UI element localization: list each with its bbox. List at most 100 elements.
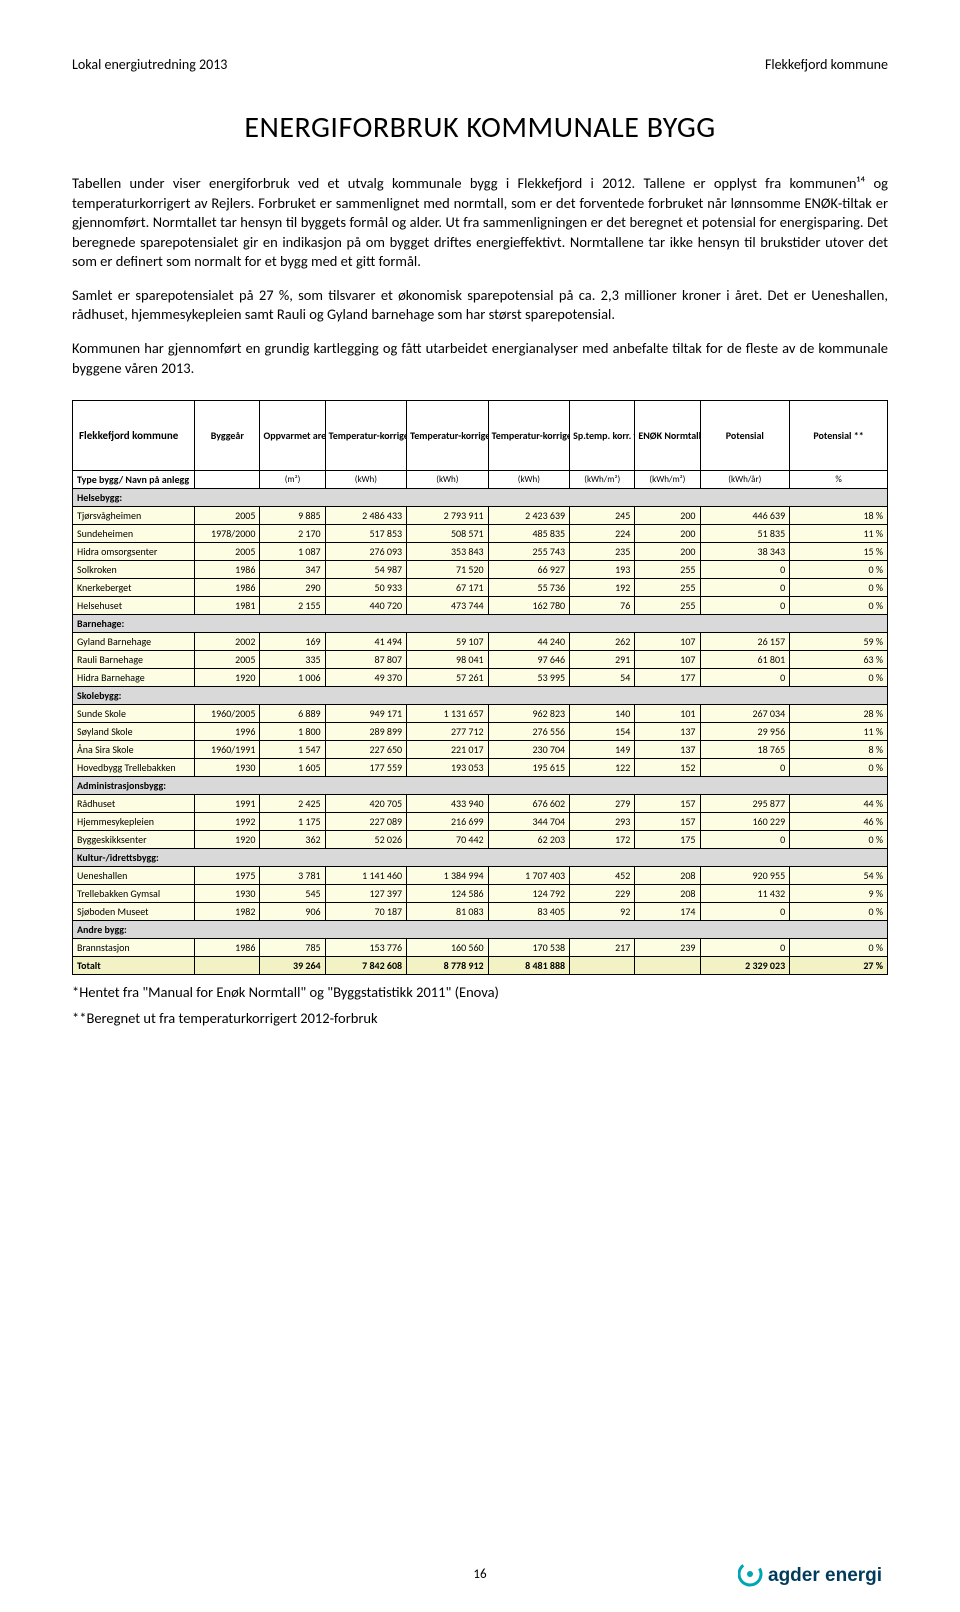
- section-label: Andre bygg:: [73, 921, 888, 939]
- table-cell: 177: [635, 669, 700, 687]
- table-cell: 157: [635, 795, 700, 813]
- table-cell: 140: [570, 705, 635, 723]
- table-cell: 54 987: [325, 561, 407, 579]
- table-cell: 0: [700, 939, 790, 957]
- table-cell: 1 547: [260, 741, 325, 759]
- table-cell: 0: [700, 831, 790, 849]
- table-row: Helsehuset19812 155440 720473 744162 780…: [73, 597, 888, 615]
- table-cell: 137: [635, 741, 700, 759]
- table-cell: 235: [570, 543, 635, 561]
- table-cell: 224: [570, 525, 635, 543]
- table-cell: 52 026: [325, 831, 407, 849]
- table-cell: 200: [635, 525, 700, 543]
- table-cell: 2 486 433: [325, 507, 407, 525]
- th-pot: Potensial: [700, 401, 790, 471]
- table-cell: 245: [570, 507, 635, 525]
- units-cell: (kWh): [325, 471, 407, 489]
- table-cell: 174: [635, 903, 700, 921]
- table-cell: 193 053: [407, 759, 489, 777]
- units-cell: (kWh/år): [700, 471, 790, 489]
- table-cell: 216 699: [407, 813, 489, 831]
- table-cell: 279: [570, 795, 635, 813]
- table-cell: 2 425: [260, 795, 325, 813]
- table-cell: 239: [635, 939, 700, 957]
- table-cell: 15 %: [790, 543, 888, 561]
- table-cell: 290: [260, 579, 325, 597]
- table-row: Hidra omsorgsenter20051 087276 093353 84…: [73, 543, 888, 561]
- table-cell: 255: [635, 561, 700, 579]
- table-cell: 107: [635, 633, 700, 651]
- section-row: Barnehage:: [73, 615, 888, 633]
- table-cell: 1 006: [260, 669, 325, 687]
- header-left: Lokal energiutredning 2013: [72, 56, 227, 73]
- table-row: Tjørsvågheimen20059 8852 486 4332 793 91…: [73, 507, 888, 525]
- table-cell: 26 157: [700, 633, 790, 651]
- table-cell: 255: [635, 579, 700, 597]
- table-cell: 18 765: [700, 741, 790, 759]
- table-cell: 1 384 994: [407, 867, 489, 885]
- table-cell: 157: [635, 813, 700, 831]
- table-cell: 18 %: [790, 507, 888, 525]
- table-cell: 1 087: [260, 543, 325, 561]
- table-cell: 2005: [195, 651, 260, 669]
- page-header: Lokal energiutredning 2013 Flekkefjord k…: [72, 56, 888, 73]
- table-cell: 3 781: [260, 867, 325, 885]
- table-cell: 0 %: [790, 597, 888, 615]
- table-cell: 170 538: [488, 939, 570, 957]
- table-cell: 200: [635, 507, 700, 525]
- table-cell: 2 793 911: [407, 507, 489, 525]
- table-cell: 57 261: [407, 669, 489, 687]
- table-cell: 50 933: [325, 579, 407, 597]
- table-cell: 177 559: [325, 759, 407, 777]
- table-cell: 785: [260, 939, 325, 957]
- total-cell: [635, 957, 700, 975]
- table-cell: 508 571: [407, 525, 489, 543]
- table-cell: 11 %: [790, 723, 888, 741]
- table-head-row: Flekkefjord kommune Byggeår Oppvarmet ar…: [73, 401, 888, 471]
- th-area: Oppvarmet areal: [260, 401, 325, 471]
- table-cell: 54: [570, 669, 635, 687]
- section-row: Andre bygg:: [73, 921, 888, 939]
- table-cell: 227 650: [325, 741, 407, 759]
- table-cell: 127 397: [325, 885, 407, 903]
- table-cell: 71 520: [407, 561, 489, 579]
- table-cell: 160 229: [700, 813, 790, 831]
- table-cell: Sundeheimen: [73, 525, 195, 543]
- table-cell: 192: [570, 579, 635, 597]
- table-cell: 255 743: [488, 543, 570, 561]
- total-cell: 7 842 608: [325, 957, 407, 975]
- total-cell: 2 329 023: [700, 957, 790, 975]
- table-cell: Sjøboden Museet: [73, 903, 195, 921]
- total-cell: Totalt: [73, 957, 195, 975]
- table-cell: 59 107: [407, 633, 489, 651]
- table-cell: 92: [570, 903, 635, 921]
- table-cell: 160 560: [407, 939, 489, 957]
- paragraph-1: Tabellen under viser energiforbruk ved e…: [72, 174, 888, 272]
- table-row: Hjemmesykepleien19921 175227 089216 6993…: [73, 813, 888, 831]
- table-cell: 70 442: [407, 831, 489, 849]
- table-cell: 221 017: [407, 741, 489, 759]
- table-row: Byggeskikksenter192036252 02670 44262 20…: [73, 831, 888, 849]
- table-cell: 76: [570, 597, 635, 615]
- section-label: Skolebygg:: [73, 687, 888, 705]
- table-row: Trellebakken Gymsal1930545127 397124 586…: [73, 885, 888, 903]
- total-cell: 39 264: [260, 957, 325, 975]
- table-cell: 169: [260, 633, 325, 651]
- table-row: Brannstasjon1986785153 776160 560170 538…: [73, 939, 888, 957]
- table-cell: 0: [700, 669, 790, 687]
- table-cell: 122: [570, 759, 635, 777]
- table-cell: 344 704: [488, 813, 570, 831]
- section-row: Helsebygg:: [73, 489, 888, 507]
- table-cell: 335: [260, 651, 325, 669]
- table-cell: 353 843: [407, 543, 489, 561]
- table-cell: Hidra Barnehage: [73, 669, 195, 687]
- table-cell: 29 956: [700, 723, 790, 741]
- table-cell: 149: [570, 741, 635, 759]
- table-cell: 66 927: [488, 561, 570, 579]
- table-cell: 193: [570, 561, 635, 579]
- section-label: Kultur-/idrettsbygg:: [73, 849, 888, 867]
- table-cell: Åna Sira Skole: [73, 741, 195, 759]
- table-cell: 81 083: [407, 903, 489, 921]
- table-cell: 676 602: [488, 795, 570, 813]
- table-row: Hovedbygg Trellebakken19301 605177 55919…: [73, 759, 888, 777]
